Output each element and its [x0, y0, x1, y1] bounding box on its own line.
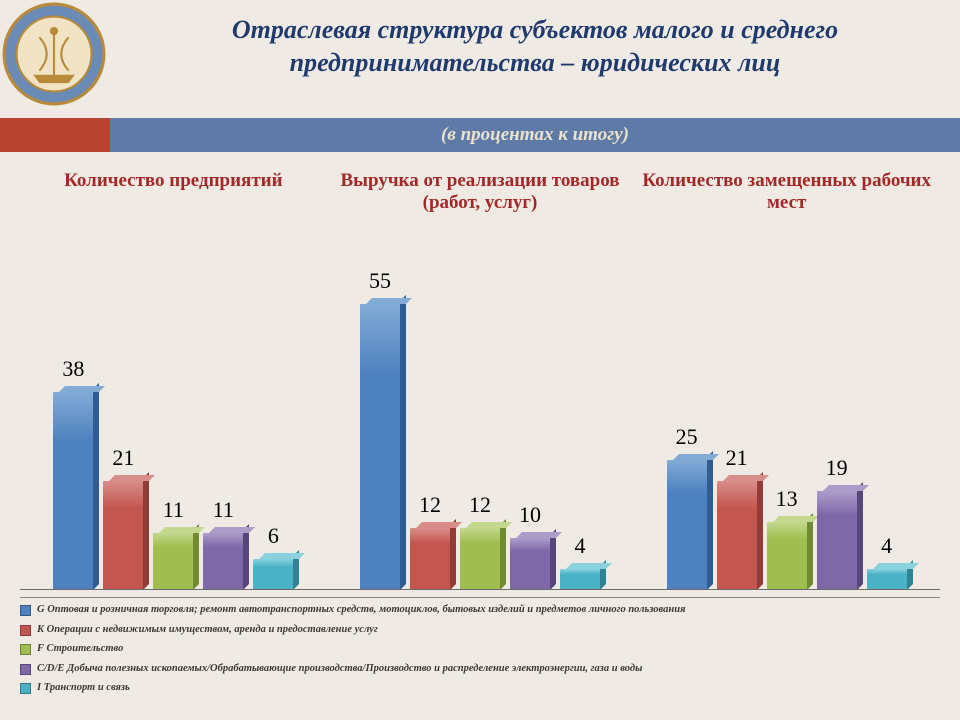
bar-value-label: 11 [213, 497, 234, 523]
subtitle-text: (в процентах к итогу) [441, 118, 629, 152]
bar-value-label: 12 [469, 492, 491, 518]
legend-item: F Строительство [20, 643, 940, 656]
legend-swatch [20, 683, 31, 694]
group-title: Количество замещенных рабочих мест [633, 170, 940, 226]
bar-value-label: 55 [369, 268, 391, 294]
subtitle-bar: (в процентах к итогу) [0, 118, 960, 152]
bar-value-label: 6 [268, 523, 279, 549]
bar: 55 [360, 304, 400, 590]
legend-text: F Строительство [37, 643, 940, 656]
bar: 11 [153, 533, 193, 590]
bar: 12 [410, 528, 450, 590]
bar-chart: 382111116551212104252113194 [20, 230, 940, 590]
legend-text: I Транспорт и связь [37, 682, 940, 695]
group-title: Выручка от реализации товаров (работ, ус… [327, 170, 634, 226]
subtitle-blue-bar: (в процентах к итогу) [110, 118, 960, 152]
bar-value-label: 11 [163, 497, 184, 523]
bar-value-label: 21 [726, 445, 748, 471]
legend-swatch [20, 644, 31, 655]
bar-value-label: 19 [826, 455, 848, 481]
chart-legend: G Оптовая и розничная торговля; ремонт а… [20, 604, 940, 702]
legend-item: G Оптовая и розничная торговля; ремонт а… [20, 604, 940, 617]
legend-separator [20, 597, 940, 598]
bar-value-label: 10 [519, 502, 541, 528]
bar: 11 [203, 533, 243, 590]
bar-value-label: 12 [419, 492, 441, 518]
chart-baseline [20, 589, 940, 590]
legend-swatch [20, 664, 31, 675]
legend-swatch [20, 625, 31, 636]
bar: 25 [667, 460, 707, 590]
bar-value-label: 21 [112, 445, 134, 471]
bar: 21 [103, 481, 143, 590]
bar-group: 252113194 [633, 230, 940, 590]
bar-value-label: 38 [62, 356, 84, 382]
bar-value-label: 25 [676, 424, 698, 450]
legend-text: K Операции с недвижимым имуществом, арен… [37, 624, 940, 637]
legend-swatch [20, 605, 31, 616]
subtitle-accent-block [0, 118, 110, 152]
bar-value-label: 13 [776, 486, 798, 512]
bar-value-label: 4 [575, 533, 586, 559]
legend-item: C/D/E Добыча полезных ископаемых/Обрабат… [20, 663, 940, 676]
bar: 10 [510, 538, 550, 590]
bar: 21 [717, 481, 757, 590]
legend-item: I Транспорт и связь [20, 682, 940, 695]
bar: 19 [817, 491, 857, 590]
chart-group-titles: Количество предприятийВыручка от реализа… [20, 170, 940, 226]
legend-item: K Операции с недвижимым имуществом, арен… [20, 624, 940, 637]
bar: 4 [560, 569, 600, 590]
bar-value-label: 4 [881, 533, 892, 559]
bar: 6 [253, 559, 293, 590]
slide-title: Отраслевая структура субъектов малого и … [130, 14, 940, 79]
legend-text: G Оптовая и розничная торговля; ремонт а… [37, 604, 940, 617]
bar: 13 [767, 522, 807, 590]
bar-group: 551212104 [327, 230, 634, 590]
bar: 4 [867, 569, 907, 590]
legend-text: C/D/E Добыча полезных ископаемых/Обрабат… [37, 663, 940, 676]
bar: 38 [53, 392, 93, 590]
group-title: Количество предприятий [20, 170, 327, 226]
bar: 12 [460, 528, 500, 590]
agency-seal-logo [2, 2, 106, 106]
bar-group: 382111116 [20, 230, 327, 590]
